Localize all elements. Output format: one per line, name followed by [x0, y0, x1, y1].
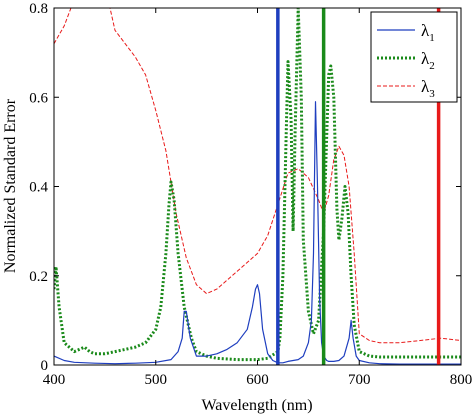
y-tick-label: 0.8 — [29, 1, 48, 17]
x-tick-label: 800 — [450, 372, 473, 388]
x-tick-label: 400 — [43, 372, 66, 388]
legend-label: λ2 — [421, 49, 435, 72]
y-tick-label: 0.4 — [29, 180, 48, 196]
legend-label: λ3 — [421, 77, 435, 100]
x-tick-label: 700 — [348, 372, 371, 388]
y-tick-label: 0.6 — [29, 90, 48, 106]
series-line-lambda-1 — [54, 101, 461, 365]
x-tick-label: 500 — [145, 372, 168, 388]
y-tick-label: 0 — [41, 358, 49, 374]
legend: λ1 λ2 λ3 — [370, 11, 458, 103]
series-line-lambda-2 — [54, 8, 461, 362]
axis-ticks: 400 500 600 700 800 0 0.2 0.4 0.6 0.8 — [29, 1, 472, 388]
y-axis-title: Normalized Standard Error — [2, 98, 19, 273]
legend-label: λ1 — [421, 21, 435, 44]
x-tick-label: 600 — [246, 372, 269, 388]
x-axis-title: Wavelength (nm) — [201, 397, 312, 414]
y-tick-label: 0.2 — [29, 269, 48, 285]
series-line-lambda-3 — [54, 8, 461, 344]
